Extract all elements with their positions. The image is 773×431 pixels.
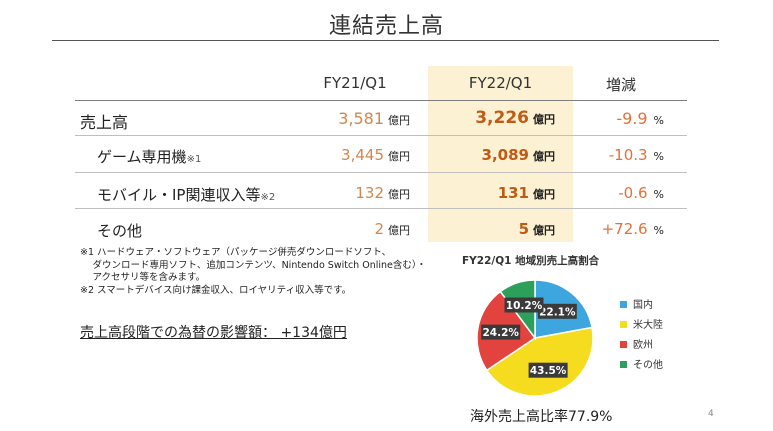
title-divider (52, 40, 719, 41)
row-net-sales-change: -9.9% (616, 109, 664, 128)
header-fy21: FY21/Q1 (323, 74, 387, 92)
pie-label-europe: 24.2% (482, 327, 519, 339)
pie-label-domestic: 22.1% (539, 306, 576, 318)
legend-item-domestic: 国内 (620, 296, 663, 316)
table-header-divider (75, 100, 687, 101)
table-row-divider (75, 208, 687, 209)
pie-label-box-domestic (537, 303, 577, 319)
row-dedicated-change: -10.3% (608, 146, 664, 164)
row-net-sales-fy22: 3,226 億円 (475, 108, 555, 128)
legend-swatch (620, 340, 627, 348)
row-dedicated-fy21: 3,445 億円 (341, 146, 410, 164)
legend-label: その他 (633, 360, 663, 371)
row-other-fy22: 5 億円 (518, 220, 555, 238)
pie-label-box-europe (481, 324, 521, 340)
legend-label: 米大陸 (633, 320, 663, 331)
page-number: 4 (708, 409, 714, 419)
row-label-dedicated-video-game: ゲーム専用機※1 (97, 148, 202, 166)
row-label-other: その他 (97, 222, 143, 240)
legend-item-other: その他 (620, 356, 663, 376)
pie-label-americas: 43.5% (530, 365, 567, 377)
row-label-net-sales: 売上高 (80, 113, 129, 132)
footnote-line: ダウンロード専用ソフト、追加コンテンツ、Nintendo Switch Onli… (80, 259, 427, 271)
header-fy22: FY22/Q1 (468, 74, 533, 92)
legend-label: 国内 (633, 300, 653, 311)
row-net-sales-fy21: 3,581 億円 (338, 109, 410, 128)
overseas-sales-ratio: 海外売上高比率77.9% (470, 409, 613, 425)
table-row-divider (75, 135, 687, 136)
row-mobile-fy21: 132 億円 (355, 184, 410, 202)
pie-legend: 国内米大陸欧州その他 (620, 296, 663, 376)
row-mobile-change: -0.6% (618, 184, 664, 202)
pie-label-box-other (504, 297, 544, 313)
fy22-column-highlight (428, 66, 573, 242)
regional-sales-pie-chart: 22.1% 43.5% 24.2% 10.2% (476, 279, 594, 397)
legend-swatch (620, 360, 627, 368)
legend-swatch (620, 300, 627, 308)
pie-chart-title: FY22/Q1 地域別売上高割合 (462, 255, 600, 267)
footnote-line: アクセサリ等を含みます。 (80, 272, 206, 283)
row-other-fy21: 2 億円 (374, 220, 410, 238)
fx-impact-text: 売上高段階での為替の影響額： +134億円 (80, 325, 347, 341)
row-mobile-fy22: 131 億円 (497, 184, 555, 202)
page-title: 連結売上高 (328, 14, 444, 39)
pie-slice-americas (485, 326, 594, 397)
footnote-line: ※2 スマートデバイス向け課金収入、ロイヤリティ収入等です。 (80, 284, 352, 296)
row-other-change: +72.6% (601, 220, 664, 238)
pie-label-other: 10.2% (506, 300, 543, 312)
row-dedicated-fy22: 3,089 億円 (481, 146, 555, 164)
header-change: 増減 (605, 76, 636, 94)
pie-label-box-americas (528, 362, 568, 378)
legend-item-europe: 欧州 (620, 336, 663, 356)
table-row-divider (75, 172, 687, 173)
legend-swatch (620, 320, 627, 328)
footnotes: ※1 ハードウェア・ソフトウェア（パッケージ併売ダウンロードソフト、 ダウンロー… (80, 247, 426, 297)
footnote-line: ※1 ハードウェア・ソフトウェア（パッケージ併売ダウンロードソフト、 (80, 247, 392, 258)
row-label-mobile-ip: モバイル・IP関連収入等※2 (97, 186, 276, 204)
legend-label: 欧州 (633, 340, 653, 351)
legend-item-americas: 米大陸 (620, 316, 663, 336)
